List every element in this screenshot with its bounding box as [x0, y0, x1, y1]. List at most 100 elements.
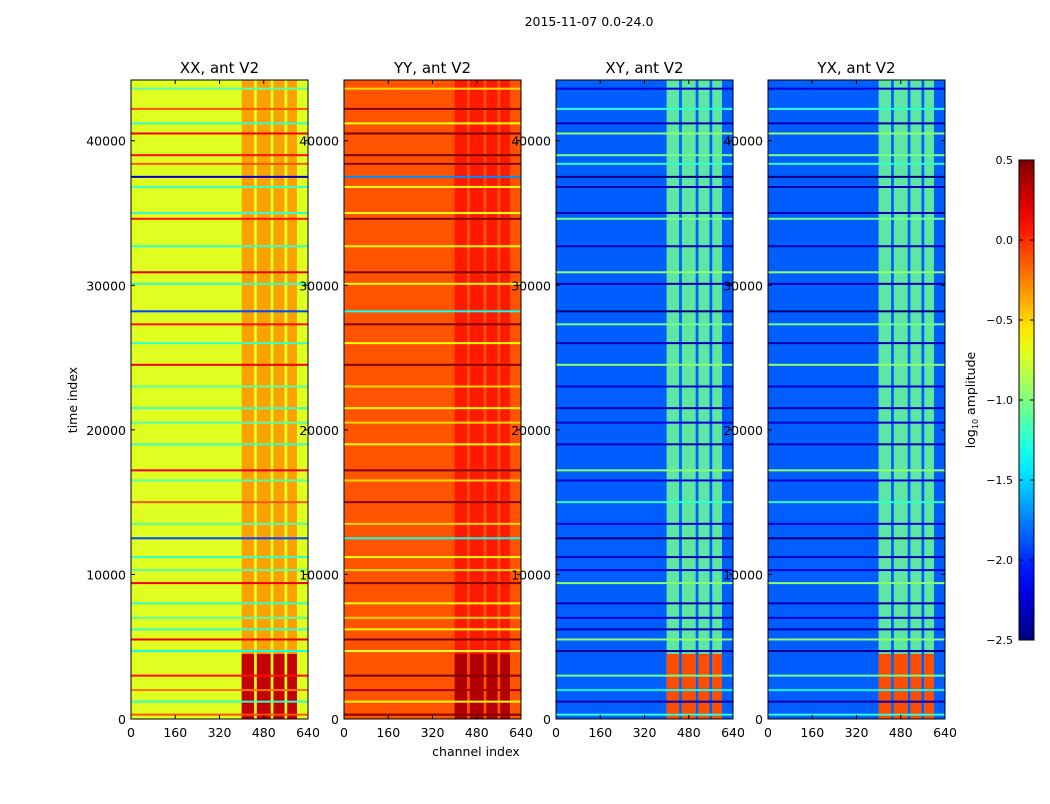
heatmap-stripe	[344, 87, 521, 90]
heatmap-stripe	[344, 469, 521, 472]
heatmap-stripe	[131, 185, 308, 188]
heatmap-stripe	[131, 700, 308, 703]
heatmap-stripe	[131, 602, 308, 605]
heatmap-stripe	[131, 122, 308, 125]
colorbar-tick-label: −2.5	[986, 634, 1013, 647]
heatmap-stripe	[556, 323, 733, 326]
heatmap-stripe	[556, 185, 733, 188]
heatmap-stripe	[768, 107, 945, 110]
heatmap-stripe	[768, 582, 945, 585]
panel-xy: XY, ant V2 0 160 320 480 640 0 10000 20000 30000 4…	[511, 59, 745, 740]
x-tick-label: 320	[845, 725, 869, 740]
heatmap-band	[893, 80, 908, 719]
heatmap-stripe	[344, 616, 521, 619]
heatmap-stripe	[768, 175, 945, 178]
heatmap-stripe	[344, 132, 521, 135]
heatmap-stripe	[131, 421, 308, 424]
heatmap-stripe	[131, 674, 308, 677]
panel-yy: YY, ant V2 0 160 320 480 640 0 10000 20000 30000 4…	[299, 59, 533, 740]
heatmap-stripe	[768, 162, 945, 165]
x-tick-label: 160	[163, 725, 187, 740]
heatmap-stripe	[556, 217, 733, 220]
heatmap-stripe	[344, 363, 521, 366]
heatmap-band	[712, 80, 722, 719]
heatmap-patch	[287, 653, 297, 719]
heatmap-stripe	[556, 556, 733, 559]
heatmap-band	[924, 80, 934, 719]
y-tick-label: 0	[755, 712, 763, 727]
x-tick-label: 640	[296, 725, 320, 740]
x-tick-label: 480	[465, 725, 489, 740]
x-tick-label: 480	[889, 725, 913, 740]
heatmap-stripe	[344, 212, 521, 215]
heatmap-stripe	[344, 342, 521, 345]
x-tick-label: 640	[721, 725, 745, 740]
heatmap-patch	[469, 653, 484, 719]
heatmap-stripe	[131, 582, 308, 585]
heatmap-stripe	[556, 271, 733, 274]
heatmap-stripe	[131, 556, 308, 559]
heatmap-patch	[878, 653, 892, 719]
heatmap-stripe	[344, 479, 521, 482]
y-tick-label: 30000	[86, 278, 126, 293]
heatmap-stripe	[131, 713, 308, 716]
y-tick-label: 0	[543, 712, 551, 727]
heatmap-stripe	[344, 443, 521, 446]
heatmap-band	[469, 80, 484, 719]
heatmap-stripe	[344, 628, 521, 631]
heatmap-stripe	[768, 245, 945, 248]
heatmap-stripe	[556, 212, 733, 215]
heatmap-stripe	[556, 537, 733, 540]
heatmap-stripe	[556, 628, 733, 631]
y-tick-label: 20000	[86, 423, 126, 438]
colorbar-tick-label: −1.0	[986, 394, 1013, 407]
heatmap-stripe	[131, 175, 308, 178]
heatmap-stripe	[556, 469, 733, 472]
heatmap-band	[241, 80, 255, 719]
x-tick-label: 160	[588, 725, 612, 740]
heatmap-stripe	[344, 602, 521, 605]
heatmap-stripe	[344, 582, 521, 585]
heatmap-stripe	[556, 282, 733, 285]
colorbar-tick-label: −2.0	[986, 554, 1013, 567]
heatmap-band	[454, 80, 468, 719]
figure-title: 2015-11-07 0.0-24.0	[525, 14, 654, 29]
heatmap-stripe	[768, 212, 945, 215]
heatmap-stripe	[556, 87, 733, 90]
heatmap-patch	[241, 653, 255, 719]
heatmap-stripe	[768, 443, 945, 446]
heatmap-stripe	[131, 501, 308, 504]
heatmap-stripe	[344, 421, 521, 424]
heatmap-stripe	[768, 310, 945, 313]
heatmap-patch	[666, 653, 680, 719]
heatmap-stripe	[768, 501, 945, 504]
x-tick-label: 0	[764, 725, 772, 740]
heatmap-stripe	[131, 689, 308, 692]
y-tick-label: 20000	[723, 423, 763, 438]
heatmap-stripe	[556, 310, 733, 313]
x-tick-label: 480	[252, 725, 276, 740]
heatmap-stripe	[768, 469, 945, 472]
heatmap-band	[698, 80, 710, 719]
heatmap-patch	[500, 653, 510, 719]
heatmap-stripe	[768, 385, 945, 388]
heatmap-stripe	[131, 87, 308, 90]
heatmap-stripe	[131, 282, 308, 285]
colorbar: log10 amplitude 0.5 0.0 −0.5 −1.0 −1.5 −2.0 −2…	[963, 154, 1035, 647]
colorbar-tick-label: −1.5	[986, 474, 1013, 487]
heatmap-stripe	[556, 638, 733, 641]
y-tick-label: 40000	[511, 134, 551, 149]
y-tick-label: 40000	[723, 134, 763, 149]
heatmap-stripe	[131, 132, 308, 135]
heatmap-stripe	[344, 122, 521, 125]
x-tick-label: 0	[340, 725, 348, 740]
heatmap-band	[256, 80, 271, 719]
x-tick-label: 640	[509, 725, 533, 740]
heatmap-stripe	[344, 310, 521, 313]
heatmap-stripe	[131, 407, 308, 410]
heatmap-stripe	[131, 650, 308, 653]
heatmap-stripe	[556, 245, 733, 248]
heatmap-stripe	[768, 638, 945, 641]
heatmap-stripe	[768, 323, 945, 326]
